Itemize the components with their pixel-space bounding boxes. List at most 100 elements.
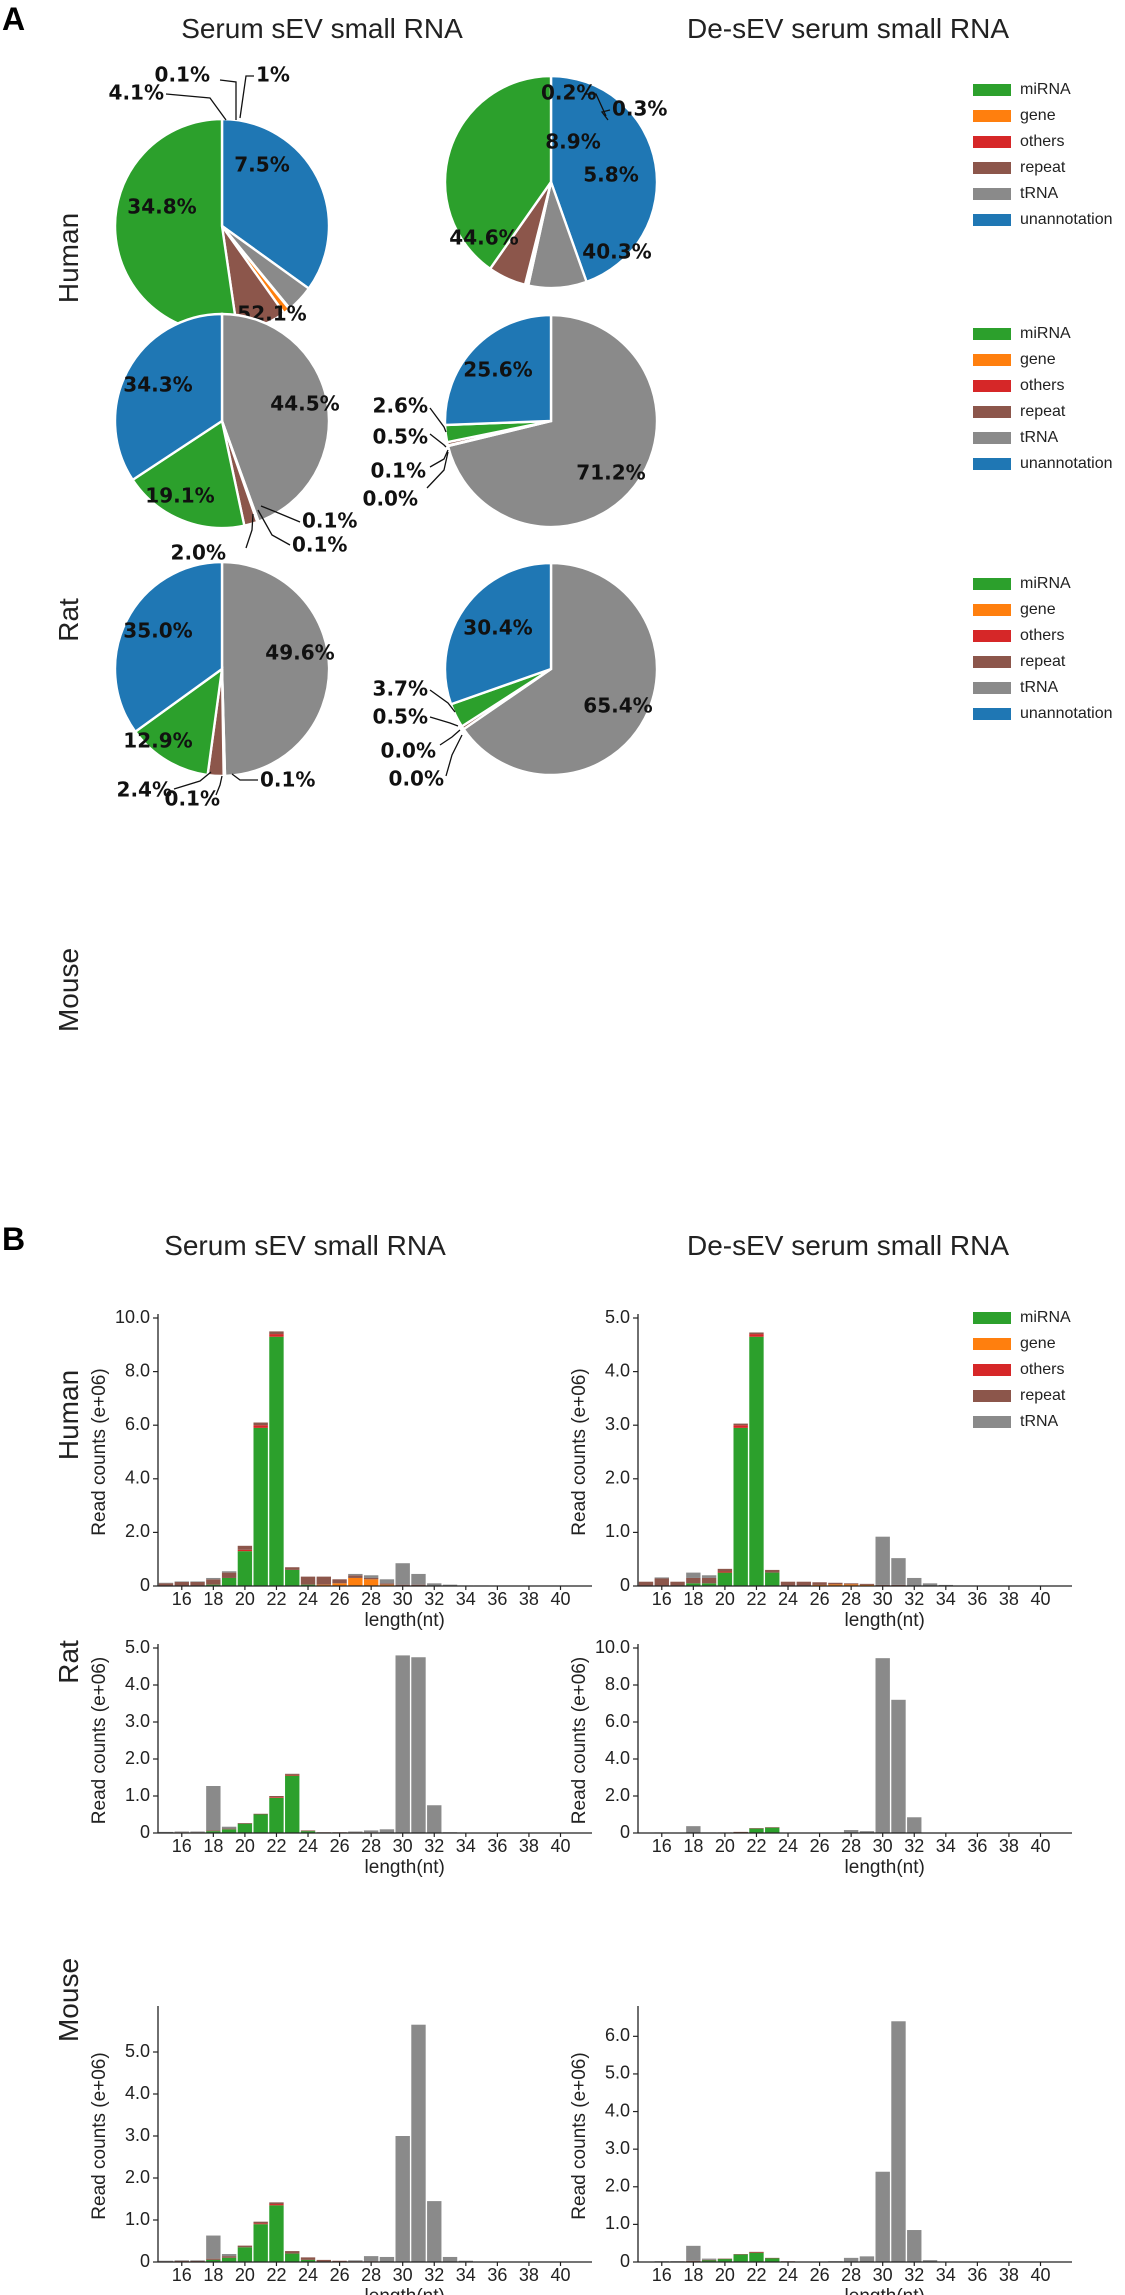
- bar-segment-repeat: [654, 1578, 669, 1586]
- bar-segment-miRNA: [717, 1572, 733, 1586]
- pie-leader-line: [239, 75, 254, 119]
- bar-segment-repeat: [765, 1827, 780, 1828]
- legend-swatch-tRNA: [973, 682, 1011, 694]
- bar-segment-tRNA: [221, 2254, 237, 2257]
- bar-segment-miRNA: [237, 1551, 253, 1586]
- y-tick-label: 1.0: [125, 1785, 150, 1805]
- bar-segment-repeat: [285, 1567, 300, 1570]
- x-tick-label: 40: [550, 1589, 570, 1609]
- x-tick-label: 18: [683, 1836, 703, 1856]
- pie-legend: miRNA gene others repeat tRNA unannotation: [973, 325, 1113, 472]
- bar-segment-miRNA: [221, 2257, 237, 2262]
- pie-label: 2.0%: [171, 541, 226, 565]
- y-tick-label: 4.0: [125, 2083, 150, 2103]
- legend-swatch-gene: [973, 1338, 1011, 1350]
- bar-segment-repeat: [253, 2221, 268, 2224]
- bar-segment-repeat: [300, 1576, 316, 1585]
- pie-rat-desev: 71.2% 0.0% 0.1% 0.5% 2.6% 25.6% miRNA gene other…: [363, 313, 1113, 529]
- bar-segment-tRNA: [843, 2257, 859, 2262]
- bar-segment-tRNA: [206, 2235, 221, 2259]
- bar-segment-miRNA: [701, 2260, 717, 2262]
- legend-swatch-others: [973, 136, 1011, 148]
- bar-segment-repeat: [206, 1579, 221, 1585]
- pie-leader-line: [215, 775, 223, 796]
- panel-a-column-title-left: Serum sEV small RNA: [181, 13, 463, 44]
- x-tick-label: 24: [298, 1836, 318, 1856]
- x-tick-label: 24: [778, 2265, 798, 2285]
- bar-segment-tRNA: [686, 1826, 701, 1833]
- pie-label: 65.4%: [583, 694, 652, 718]
- legend-label: unannotation: [1020, 455, 1113, 472]
- pie-leader-line: [165, 93, 227, 121]
- legend-swatch-others: [973, 630, 1011, 642]
- legend-swatch-unannotation: [973, 458, 1011, 470]
- y-tick-label: 1.0: [125, 2209, 150, 2229]
- x-axis-title: length(nt): [365, 1610, 445, 1631]
- y-tick-label: 8.0: [605, 1674, 630, 1694]
- bar-segment-others: [269, 1797, 284, 1798]
- bar-segment-tRNA: [701, 1575, 717, 1578]
- x-tick-label: 40: [550, 1836, 570, 1856]
- pie-label: 12.9%: [123, 729, 192, 753]
- panel-a-row-label-human: Human: [53, 213, 84, 303]
- pie-slice-unannotation: [113, 560, 224, 734]
- legend-label: miRNA: [1020, 325, 1071, 342]
- x-tick-label: 18: [203, 1589, 223, 1609]
- x-tick-label: 20: [235, 1589, 255, 1609]
- x-axis-title: length(nt): [365, 2286, 445, 2295]
- bar-segment-others: [269, 1334, 284, 1337]
- x-tick-label: 24: [298, 1589, 318, 1609]
- bar-segment-repeat: [379, 1583, 395, 1585]
- legend-swatch-repeat: [973, 162, 1011, 174]
- pie-leader-line: [445, 734, 463, 777]
- legend-swatch-repeat: [973, 1390, 1011, 1402]
- x-tick-label: 34: [936, 1836, 956, 1856]
- bar-segment-repeat: [749, 1828, 764, 1829]
- legend-label: miRNA: [1020, 1309, 1071, 1326]
- bar-segment-tRNA: [427, 2201, 442, 2262]
- x-tick-label: 16: [172, 2265, 192, 2285]
- x-tick-label: 34: [456, 1589, 476, 1609]
- pie-label: 2.6%: [373, 394, 428, 418]
- bar-segment-tRNA: [411, 1573, 426, 1585]
- bar-segment-tRNA: [442, 1584, 458, 1586]
- pie-label: 0.1%: [260, 768, 315, 792]
- pie-slice-miRNA: [133, 666, 224, 777]
- bar-segment-miRNA: [253, 2224, 268, 2262]
- x-tick-label: 36: [967, 1836, 987, 1856]
- bar-segment-gene: [348, 1577, 363, 1586]
- x-tick-label: 34: [936, 2265, 956, 2285]
- legend-label: tRNA: [1020, 679, 1059, 696]
- y-tick-label: 5.0: [605, 2063, 630, 2083]
- bar-segment-miRNA: [749, 1828, 764, 1834]
- x-tick-label: 16: [652, 2265, 672, 2285]
- legend-label: others: [1020, 1361, 1064, 1378]
- bar-segment-miRNA: [237, 2247, 253, 2262]
- bar-segment-tRNA: [348, 1831, 363, 1833]
- bar-segment-tRNA: [922, 2260, 938, 2262]
- legend-label: unannotation: [1020, 705, 1113, 722]
- x-tick-label: 38: [999, 2265, 1019, 2285]
- pie-label: 0.5%: [373, 705, 428, 729]
- x-tick-label: 20: [715, 1836, 735, 1856]
- legend-label: tRNA: [1020, 1413, 1059, 1430]
- bar-segment-miRNA: [717, 2258, 733, 2262]
- x-tick-label: 30: [873, 1589, 893, 1609]
- bar-segment-repeat: [411, 1584, 426, 1586]
- bar-segment-miRNA: [221, 1829, 237, 1833]
- bar-segment-miRNA: [253, 1814, 268, 1833]
- bar-segment-repeat: [269, 2202, 284, 2205]
- x-tick-label: 22: [266, 1836, 286, 1856]
- bar-segment-repeat: [206, 1830, 221, 1832]
- x-tick-label: 40: [1030, 1589, 1050, 1609]
- bar-segment-repeat: [701, 2259, 717, 2261]
- y-tick-label: 5.0: [125, 2041, 150, 2061]
- bar-segment-repeat: [253, 1422, 268, 1426]
- bar-segment-others: [253, 2223, 268, 2225]
- y-axis-title: Read counts (e+06): [89, 2052, 110, 2219]
- x-tick-label: 30: [873, 2265, 893, 2285]
- bar-segment-tRNA: [411, 1657, 426, 1833]
- pie-label: 4.1%: [109, 81, 164, 105]
- legend-swatch-miRNA: [973, 84, 1011, 96]
